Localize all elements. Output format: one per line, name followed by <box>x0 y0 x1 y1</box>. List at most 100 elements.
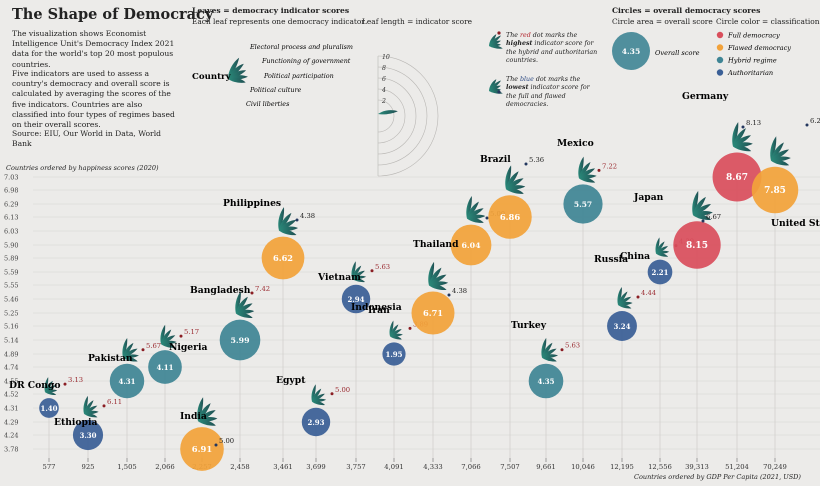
indicator-leaf <box>197 397 204 422</box>
country-name: Turkey <box>511 320 547 331</box>
legend-graphics: Country Electoral process and pluralism Fu… <box>192 31 791 177</box>
y-tick-label: 5.14 <box>4 337 18 345</box>
country-nigeria: 4.11 5.17 Nigeria <box>148 324 207 458</box>
score-label: 1.95 <box>385 350 402 359</box>
country-name: Brazil <box>480 154 511 165</box>
circle-area-legend: Circle area = overall score <box>612 17 713 26</box>
country-pakistan: 4.31 5.67 Pakistan <box>88 338 161 458</box>
country-philippines: 6.62 4.38 Philippines <box>223 198 315 458</box>
indicator-leaf <box>618 304 632 309</box>
blue-dot-note: The blue dot marks the lowest indicator … <box>506 76 590 109</box>
gridlines: 7.03 6.98 6.29 6.13 6.03 5.90 5.89 5.59 5.55 5.46… <box>4 174 820 471</box>
marker-dot <box>370 269 374 273</box>
country-thailand: 6.045.00Thailand <box>413 196 505 458</box>
indicator-leaf <box>351 261 356 279</box>
score-label: 8.67 <box>726 173 748 183</box>
marker-value: 7.42 <box>255 285 270 293</box>
country-india: 6.91 5.00 India <box>180 397 234 471</box>
indicator-leaf <box>83 395 88 414</box>
indicator-leaf <box>236 303 253 314</box>
indicator-leaf <box>692 190 699 216</box>
score-circle <box>39 398 59 418</box>
indicator-leaf <box>312 401 326 406</box>
indicator-name: Political culture <box>249 86 302 94</box>
indicator-leaf <box>84 400 94 414</box>
y-tick-label: 6.13 <box>4 214 18 222</box>
class-swatch <box>716 69 724 76</box>
indicator-leaf <box>506 178 524 190</box>
class-swatch <box>716 31 724 39</box>
indicator-leaf <box>771 159 790 166</box>
y-tick-label: 5.90 <box>4 242 18 250</box>
x-tick-label: 2,458 <box>230 463 249 471</box>
scale-tick-label: 6 <box>382 76 386 83</box>
indicator-leaf <box>429 284 447 291</box>
score-circle <box>411 291 455 335</box>
country-name: Nigeria <box>169 342 207 353</box>
marker-dot <box>250 291 254 295</box>
country-name: Bangladesh <box>190 285 251 296</box>
indicator-leaf <box>579 168 596 179</box>
score-label: 2.94 <box>347 295 364 304</box>
indicator-leaf <box>578 156 584 179</box>
indicator-leaf <box>378 110 398 115</box>
y-tick-label: 5.25 <box>4 310 18 318</box>
indicator-leaf <box>84 413 98 418</box>
indicator-leaf <box>505 165 512 190</box>
x-tick-label: 51,204 <box>725 463 749 471</box>
indicator-leaf <box>489 90 503 94</box>
x-tick-label: 12,556 <box>648 463 672 471</box>
score-label: 6.71 <box>423 308 443 318</box>
indicator-name: Functioning of government <box>261 57 351 65</box>
x-tick-label: 7,507 <box>500 463 519 471</box>
country-dr-congo: 1.40 3.13 DR Congo <box>9 376 83 458</box>
indicator-leaf <box>506 188 524 194</box>
scale-tick-label: 10 <box>382 54 390 61</box>
country-russia: 3.24 4.44 Russia <box>594 254 656 458</box>
score-circle <box>219 319 261 361</box>
indicator-leaf <box>389 320 394 337</box>
country-name: Germany <box>682 91 729 102</box>
circles-legend-heading: Circles = overall democracy scores <box>612 6 761 15</box>
indicator-leaf <box>428 261 435 286</box>
indicator-leaf <box>617 287 622 306</box>
scale-arc <box>377 88 406 144</box>
score-circle <box>607 311 637 341</box>
indicator-leaf <box>466 196 472 219</box>
marker-value: 8.13 <box>746 119 761 127</box>
indicator-leaf <box>771 149 790 161</box>
indicator-leaf <box>771 142 784 161</box>
x-tick-label: 3,461 <box>273 463 292 471</box>
x-tick-label: 4,333 <box>423 463 442 471</box>
score-label: 2.21 <box>651 268 668 277</box>
country-vietnam: 2.94 5.63 Vietnam <box>317 261 390 458</box>
x-tick-label: 4,091 <box>384 463 403 471</box>
indicator-leaf <box>656 246 669 254</box>
score-label: 2.93 <box>307 418 324 427</box>
score-circle <box>382 342 406 366</box>
marker-value: 5.36 <box>529 156 544 164</box>
score-label: 5.99 <box>231 336 250 345</box>
indicator-leaf <box>123 348 138 358</box>
indicator-leaf <box>123 342 134 358</box>
indicator-leaf <box>733 135 752 147</box>
indicator-leaf <box>429 267 442 286</box>
score-label: 6.86 <box>500 212 521 222</box>
score-circle <box>261 236 305 280</box>
score-label: 5.57 <box>574 200 592 209</box>
y-tick-label: 6.03 <box>4 228 18 236</box>
x-tick-label: 10,046 <box>571 463 595 471</box>
scale-arc <box>377 55 439 177</box>
marker-dot <box>701 219 705 223</box>
indicator-leaf <box>352 265 362 279</box>
y-tick-label: 4.74 <box>4 364 18 372</box>
country-name: Vietnam <box>317 272 361 283</box>
marker-dot <box>805 123 809 127</box>
marker-dot <box>295 218 299 222</box>
page-title: The Shape of Democracy <box>12 6 214 23</box>
score-label: 3.24 <box>613 322 630 331</box>
marker-dot <box>102 404 106 408</box>
score-circle <box>488 195 532 239</box>
class-label: Flawed democracy <box>727 44 791 52</box>
